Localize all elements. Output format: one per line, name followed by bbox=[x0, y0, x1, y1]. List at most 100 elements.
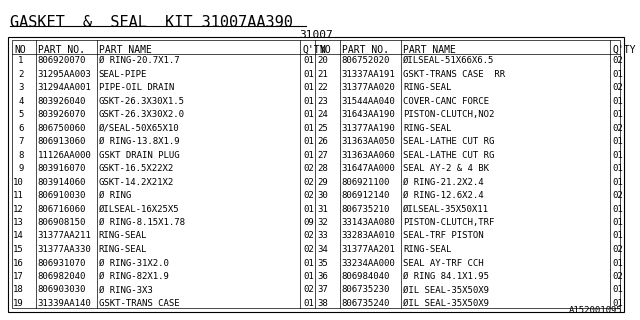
Text: 803914060: 803914060 bbox=[38, 178, 86, 187]
Text: RING-SEAL: RING-SEAL bbox=[403, 83, 451, 92]
Text: 2: 2 bbox=[19, 69, 24, 78]
Text: 31363AA060: 31363AA060 bbox=[342, 150, 396, 159]
Text: 02: 02 bbox=[303, 178, 314, 187]
Text: PISTON-CLUTCH,NO2: PISTON-CLUTCH,NO2 bbox=[403, 110, 494, 119]
Text: 11126AA000: 11126AA000 bbox=[38, 150, 92, 159]
Text: 33234AA000: 33234AA000 bbox=[342, 259, 396, 268]
Text: 806752020: 806752020 bbox=[342, 56, 390, 65]
Text: ØILSEAL-16X25X5: ØILSEAL-16X25X5 bbox=[99, 204, 179, 213]
Text: Ø/SEAL-50X65X10: Ø/SEAL-50X65X10 bbox=[99, 124, 179, 132]
Text: 02: 02 bbox=[612, 272, 623, 281]
Text: 34: 34 bbox=[317, 245, 328, 254]
Text: Q'TY: Q'TY bbox=[302, 45, 326, 55]
Text: 20: 20 bbox=[317, 56, 328, 65]
Text: GSKT-TRANS CASE  RR: GSKT-TRANS CASE RR bbox=[403, 69, 505, 78]
Text: 1: 1 bbox=[19, 56, 24, 65]
Text: 31339AA140: 31339AA140 bbox=[38, 299, 92, 308]
Text: 38: 38 bbox=[317, 299, 328, 308]
Text: 01: 01 bbox=[303, 83, 314, 92]
Text: 6: 6 bbox=[19, 124, 24, 132]
Text: 02: 02 bbox=[303, 191, 314, 200]
Text: NO: NO bbox=[15, 45, 27, 55]
Text: 5: 5 bbox=[19, 110, 24, 119]
Text: 01: 01 bbox=[612, 69, 623, 78]
Text: 31: 31 bbox=[317, 204, 328, 213]
Text: 01: 01 bbox=[612, 259, 623, 268]
Text: 3: 3 bbox=[19, 83, 24, 92]
Bar bbox=[12, 40, 620, 308]
Text: 806716060: 806716060 bbox=[38, 204, 86, 213]
Text: 31363AA050: 31363AA050 bbox=[342, 137, 396, 146]
Text: 10: 10 bbox=[13, 178, 24, 187]
Text: 31295AA003: 31295AA003 bbox=[38, 69, 92, 78]
Text: 806735230: 806735230 bbox=[342, 285, 390, 294]
Text: 806931070: 806931070 bbox=[38, 259, 86, 268]
Text: 02: 02 bbox=[612, 124, 623, 132]
Text: 31377AA330: 31377AA330 bbox=[38, 245, 92, 254]
Text: Ø RING-21.2X2.4: Ø RING-21.2X2.4 bbox=[403, 178, 484, 187]
Text: RING-SEAL: RING-SEAL bbox=[99, 231, 147, 241]
Text: 02: 02 bbox=[612, 191, 623, 200]
Text: 01: 01 bbox=[612, 97, 623, 106]
Text: SEAL-TRF PISTON: SEAL-TRF PISTON bbox=[403, 231, 484, 241]
Text: 803926070: 803926070 bbox=[38, 110, 86, 119]
Text: 01: 01 bbox=[612, 231, 623, 241]
Text: 36: 36 bbox=[317, 272, 328, 281]
Text: 31544AA040: 31544AA040 bbox=[342, 97, 396, 106]
Text: RING-SEAL: RING-SEAL bbox=[99, 245, 147, 254]
Text: 29: 29 bbox=[317, 178, 328, 187]
Text: 33283AA010: 33283AA010 bbox=[342, 231, 396, 241]
Text: 35: 35 bbox=[317, 259, 328, 268]
Text: 31643AA190: 31643AA190 bbox=[342, 110, 396, 119]
Text: Ø RING-20.7X1.7: Ø RING-20.7X1.7 bbox=[99, 56, 179, 65]
Text: GSKT-26.3X30X2.0: GSKT-26.3X30X2.0 bbox=[99, 110, 185, 119]
Text: 31377AA190: 31377AA190 bbox=[342, 124, 396, 132]
Text: 806910030: 806910030 bbox=[38, 191, 86, 200]
Text: 37: 37 bbox=[317, 285, 328, 294]
Text: 806982040: 806982040 bbox=[38, 272, 86, 281]
Text: 31377AA020: 31377AA020 bbox=[342, 83, 396, 92]
Text: 02: 02 bbox=[303, 245, 314, 254]
Text: PART NAME: PART NAME bbox=[99, 45, 152, 55]
Text: 803926040: 803926040 bbox=[38, 97, 86, 106]
Text: Ø RING-13.8X1.9: Ø RING-13.8X1.9 bbox=[99, 137, 179, 146]
Text: 17: 17 bbox=[13, 272, 24, 281]
Text: 24: 24 bbox=[317, 110, 328, 119]
Text: 806735210: 806735210 bbox=[342, 204, 390, 213]
Text: 31377AA211: 31377AA211 bbox=[38, 231, 92, 241]
Text: 31337AA191: 31337AA191 bbox=[342, 69, 396, 78]
Text: Q'TY: Q'TY bbox=[612, 45, 636, 55]
Text: 11: 11 bbox=[13, 191, 24, 200]
Text: GSKT-14.2X21X2: GSKT-14.2X21X2 bbox=[99, 178, 174, 187]
Text: 9: 9 bbox=[19, 164, 24, 173]
Text: PISTON-CLUTCH,TRF: PISTON-CLUTCH,TRF bbox=[403, 218, 494, 227]
Text: 806921100: 806921100 bbox=[342, 178, 390, 187]
Text: RING-SEAL: RING-SEAL bbox=[403, 245, 451, 254]
Text: 01: 01 bbox=[303, 150, 314, 159]
Text: 01: 01 bbox=[612, 137, 623, 146]
Text: 32: 32 bbox=[317, 218, 328, 227]
Text: 806912140: 806912140 bbox=[342, 191, 390, 200]
Text: 02: 02 bbox=[612, 56, 623, 65]
Text: GSKT DRAIN PLUG: GSKT DRAIN PLUG bbox=[99, 150, 179, 159]
Text: 09: 09 bbox=[303, 218, 314, 227]
Text: 31647AA000: 31647AA000 bbox=[342, 164, 396, 173]
Text: ØILSEAL-35X50X11: ØILSEAL-35X50X11 bbox=[403, 204, 489, 213]
Text: 27: 27 bbox=[317, 150, 328, 159]
Text: 33143AA080: 33143AA080 bbox=[342, 218, 396, 227]
Text: 01: 01 bbox=[303, 272, 314, 281]
Text: 23: 23 bbox=[317, 97, 328, 106]
Text: SEAL-PIPE: SEAL-PIPE bbox=[99, 69, 147, 78]
Text: GSKT-16.5X22X2: GSKT-16.5X22X2 bbox=[99, 164, 174, 173]
Text: 01: 01 bbox=[303, 204, 314, 213]
Text: Ø RING-31X2.0: Ø RING-31X2.0 bbox=[99, 259, 168, 268]
Text: ØIL SEAL-35X50X9: ØIL SEAL-35X50X9 bbox=[403, 285, 489, 294]
Text: 02: 02 bbox=[303, 285, 314, 294]
Text: 01: 01 bbox=[303, 69, 314, 78]
Text: Ø RING-82X1.9: Ø RING-82X1.9 bbox=[99, 272, 168, 281]
Text: PART NO.: PART NO. bbox=[342, 45, 388, 55]
Text: GSKT-TRANS CASE: GSKT-TRANS CASE bbox=[99, 299, 179, 308]
Text: 02: 02 bbox=[612, 245, 623, 254]
Text: 31007: 31007 bbox=[299, 30, 333, 40]
Text: 25: 25 bbox=[317, 124, 328, 132]
